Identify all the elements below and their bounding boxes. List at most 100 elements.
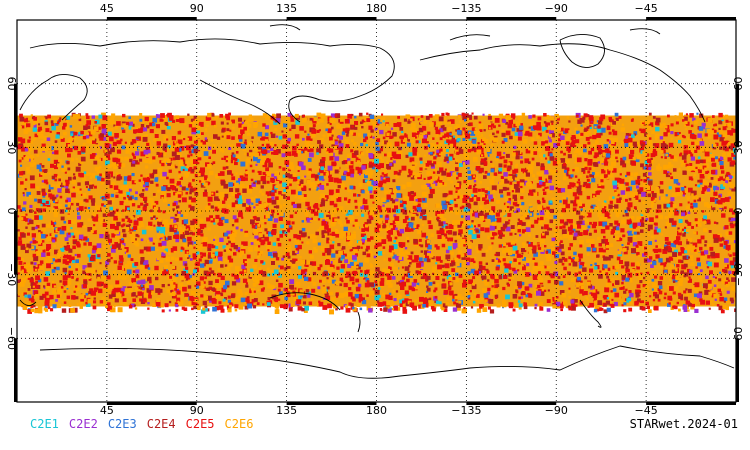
obs-dot xyxy=(465,202,471,208)
obs-dot xyxy=(317,182,322,187)
obs-dot xyxy=(465,215,471,221)
obs-dot xyxy=(699,171,704,177)
obs-dot xyxy=(103,156,107,160)
obs-dot xyxy=(541,226,544,230)
obs-dot xyxy=(674,208,678,212)
obs-dot xyxy=(223,258,228,264)
obs-dot xyxy=(77,265,80,269)
obs-dot xyxy=(670,201,673,204)
obs-dot xyxy=(187,285,192,289)
obs-dot xyxy=(102,115,108,121)
obs-dot xyxy=(725,140,729,144)
obs-dot xyxy=(164,303,169,308)
obs-dot xyxy=(160,237,165,242)
obs-dot xyxy=(144,277,149,282)
obs-dot xyxy=(289,153,292,157)
obs-dot xyxy=(196,285,200,289)
obs-dot xyxy=(681,228,685,231)
obs-dot xyxy=(105,231,109,235)
obs-dot xyxy=(585,213,589,216)
obs-dot xyxy=(475,177,479,181)
obs-dot xyxy=(358,293,363,298)
obs-dot xyxy=(404,290,409,295)
obs-dot xyxy=(123,184,128,190)
obs-dot xyxy=(519,128,524,133)
obs-dot xyxy=(308,250,312,254)
obs-dot xyxy=(270,147,274,152)
obs-dot xyxy=(714,123,718,127)
obs-dot xyxy=(143,159,147,163)
obs-dot xyxy=(121,145,126,150)
obs-dot xyxy=(65,283,70,288)
obs-dot xyxy=(157,220,163,225)
obs-dot xyxy=(188,150,192,154)
obs-dot xyxy=(427,144,431,147)
obs-dot xyxy=(380,175,383,178)
obs-dot xyxy=(486,291,490,295)
obs-dot xyxy=(66,116,71,120)
obs-dot xyxy=(548,169,552,173)
obs-dot xyxy=(536,121,541,127)
obs-dot xyxy=(444,263,450,269)
obs-dot xyxy=(135,269,140,274)
obs-dot xyxy=(335,228,338,232)
obs-dot xyxy=(548,179,553,183)
obs-dot xyxy=(190,163,194,166)
obs-dot xyxy=(376,251,378,254)
obs-dot xyxy=(550,119,554,123)
obs-dot xyxy=(79,133,84,138)
obs-dot xyxy=(169,290,172,293)
obs-dot xyxy=(675,139,678,142)
obs-dot xyxy=(449,171,455,176)
obs-dot xyxy=(682,119,685,122)
obs-dot xyxy=(118,166,121,169)
obs-dot xyxy=(72,177,76,181)
obs-dot xyxy=(250,288,256,293)
obs-dot xyxy=(593,188,597,191)
obs-dot xyxy=(264,218,267,221)
obs-dot xyxy=(46,223,51,228)
obs-dot xyxy=(397,116,400,119)
obs-dot xyxy=(74,199,78,203)
obs-dot xyxy=(313,234,317,238)
obs-dot xyxy=(691,147,695,150)
obs-dot xyxy=(666,199,670,203)
obs-dot xyxy=(217,204,223,209)
obs-dot xyxy=(341,131,346,135)
obs-dot xyxy=(482,197,486,201)
obs-dot xyxy=(142,288,145,291)
obs-dot xyxy=(660,196,665,201)
obs-dot xyxy=(329,233,332,236)
obs-dot xyxy=(423,120,428,124)
obs-dot xyxy=(320,246,326,251)
obs-dot xyxy=(579,174,582,178)
obs-dot xyxy=(630,141,635,147)
obs-dot xyxy=(332,208,337,214)
obs-dot xyxy=(244,230,249,235)
obs-dot xyxy=(89,139,94,144)
obs-dot xyxy=(457,223,462,228)
obs-dot xyxy=(328,140,331,143)
obs-dot xyxy=(620,190,626,195)
obs-dot xyxy=(116,163,119,167)
obs-dot xyxy=(411,282,417,287)
obs-dot xyxy=(654,226,658,230)
obs-dot xyxy=(285,116,289,120)
obs-dot xyxy=(720,184,726,190)
obs-dot xyxy=(341,160,346,165)
obs-dot xyxy=(131,139,137,144)
obs-dot xyxy=(92,211,95,214)
obs-dot xyxy=(718,158,722,162)
obs-dot xyxy=(564,128,570,134)
obs-dot xyxy=(388,292,392,296)
obs-dot xyxy=(584,153,588,158)
obs-dot xyxy=(115,208,119,212)
obs-dot xyxy=(50,220,56,226)
obs-dot xyxy=(467,114,472,120)
obs-dot xyxy=(253,147,257,151)
obs-dot xyxy=(622,271,625,274)
obs-dot xyxy=(344,197,348,201)
obs-dot xyxy=(429,186,432,190)
obs-dot xyxy=(217,256,223,262)
obs-dot xyxy=(376,300,380,303)
